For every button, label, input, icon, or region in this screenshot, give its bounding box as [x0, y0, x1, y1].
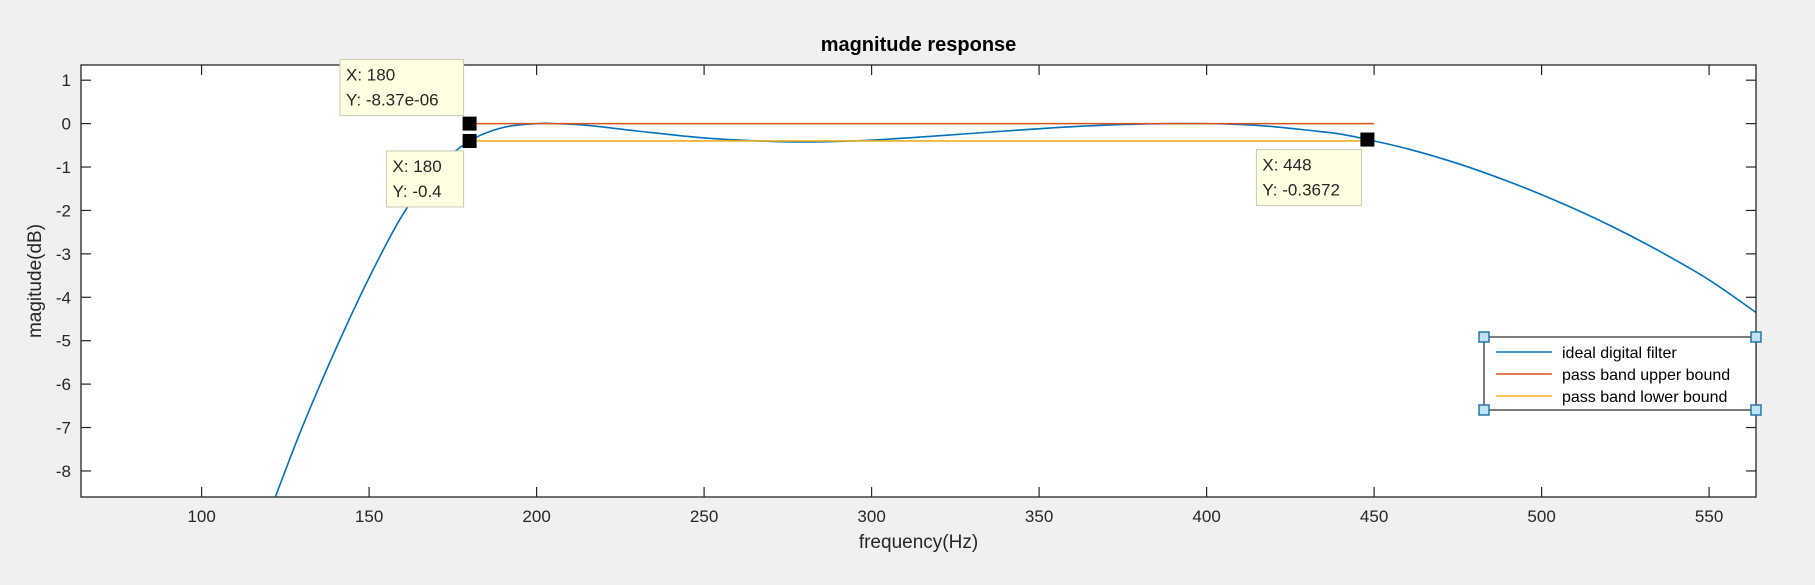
x-tick-label: 250 [690, 507, 718, 526]
legend-resize-handle[interactable] [1478, 404, 1490, 416]
x-tick-label: 150 [355, 507, 383, 526]
y-tick-label: -4 [56, 288, 71, 307]
x-tick-label: 300 [857, 507, 885, 526]
x-tick-label: 450 [1360, 507, 1388, 526]
y-tick-label: 1 [62, 71, 71, 90]
legend-entry-label: pass band lower bound [1562, 389, 1727, 406]
datatip-x-text: X: 448 [1262, 156, 1311, 175]
datatip-marker[interactable] [462, 133, 477, 148]
legend-resize-handle[interactable] [1478, 331, 1490, 343]
legend[interactable]: ideal digital filter pass band upper boun… [1478, 331, 1762, 416]
axes-frame [80, 64, 1757, 498]
y-tick-label: -2 [56, 201, 71, 220]
x-axis-label: frequency(Hz) [859, 532, 978, 553]
y-tick-label: -7 [56, 419, 71, 438]
datatip[interactable]: X: 180 Y: -0.4 [386, 133, 477, 208]
datatip-box[interactable] [339, 59, 465, 117]
y-tick-label: -6 [56, 375, 71, 394]
datatip-marker[interactable] [1360, 132, 1375, 147]
datatip[interactable]: X: 180 Y: -8.37e-06 [339, 59, 477, 131]
legend-entry-label: ideal digital filter [1562, 345, 1677, 362]
legend-resize-handle[interactable] [1750, 331, 1762, 343]
datatip-box[interactable] [1255, 149, 1362, 207]
x-tick-label: 550 [1695, 507, 1723, 526]
y-axis-label: magitude(dB) [25, 224, 46, 338]
x-tick-label: 400 [1192, 507, 1220, 526]
ticks-layer: 100 150 200 250 300 350 400 450 500 550 1 0 -1 -2 -3 -4… [56, 65, 1756, 526]
datatips-layer[interactable]: X: 180 Y: -8.37e-06 X: 180 Y: -0.4 X: 448 Y: … [339, 59, 1375, 208]
x-tick-label: 100 [187, 507, 215, 526]
datatip-x-text: X: 180 [346, 66, 395, 85]
legend-entry-label: pass band upper bound [1562, 367, 1730, 384]
x-tick-label: 200 [522, 507, 550, 526]
datatip-y-text: Y: -8.37e-06 [346, 91, 439, 110]
datatip[interactable]: X: 448 Y: -0.3672 [1255, 132, 1375, 207]
x-tick-label: 350 [1025, 507, 1053, 526]
y-tick-label: -3 [56, 245, 71, 264]
x-tick-label: 500 [1527, 507, 1555, 526]
y-tick-label: -1 [56, 158, 71, 177]
datatip-marker[interactable] [462, 116, 477, 131]
plot-area[interactable] [81, 65, 1756, 497]
datatip-box[interactable] [386, 150, 465, 208]
y-tick-label: -5 [56, 332, 71, 351]
datatip-y-text: Y: -0.4 [393, 182, 442, 201]
datatip-y-text: Y: -0.3672 [1262, 181, 1340, 200]
chart-title: magnitude response [821, 34, 1017, 56]
datatip-x-text: X: 180 [393, 157, 442, 176]
legend-resize-handle[interactable] [1750, 404, 1762, 416]
plot-axes[interactable]: 100 150 200 250 300 350 400 450 500 550 1 0 -1 -2 -3 -4… [56, 64, 1757, 526]
y-tick-label: -8 [56, 462, 71, 481]
y-tick-label: 0 [62, 115, 71, 134]
